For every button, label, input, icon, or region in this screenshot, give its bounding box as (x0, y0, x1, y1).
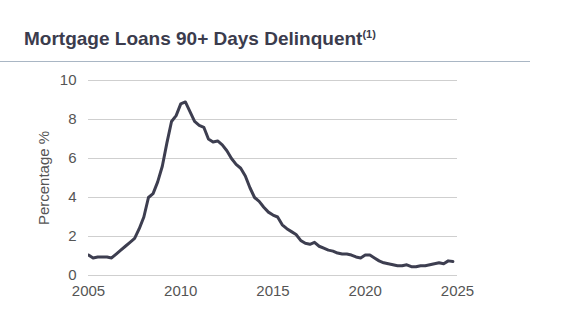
svg-text:2015: 2015 (256, 282, 289, 299)
svg-text:2: 2 (68, 227, 76, 244)
html-text:Mortgage Loans 90+ Days Delinq: Mortgage Loans 90+ Days Delinquent(1) (24, 28, 376, 50)
svg-text:8: 8 (68, 110, 76, 127)
svg-text:2020: 2020 (349, 282, 382, 299)
svg-text:2025: 2025 (441, 282, 474, 299)
svg-text:6: 6 (68, 149, 76, 166)
svg-text:Percentage %: Percentage % (35, 131, 52, 225)
svg-text:2005: 2005 (72, 282, 105, 299)
svg-text:10: 10 (60, 71, 77, 88)
svg-text:2010: 2010 (164, 282, 197, 299)
svg-text:4: 4 (68, 188, 76, 205)
svg-text:0: 0 (68, 266, 76, 283)
